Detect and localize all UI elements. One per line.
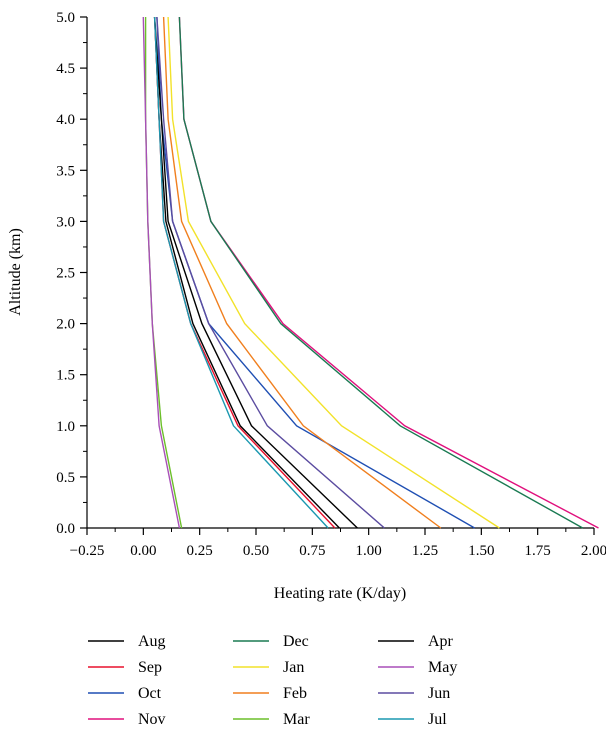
legend-label-oct: Oct (138, 685, 162, 702)
legend-label-jul: Jul (428, 711, 447, 728)
y-axis-ticks: 0.0 0.5 1.0 1.5 2.0 2.5 3.0 3.5 4.0 4.5 5.0 (56, 10, 87, 537)
x-tick-label: 0.00 (130, 543, 156, 559)
x-tick-label: 1.75 (525, 543, 551, 559)
legend-label-apr: Apr (428, 633, 454, 650)
y-tick-label: 5.0 (56, 10, 75, 26)
series-line-jan (167, 16, 500, 529)
legend-label-jun: Jun (428, 685, 450, 702)
legend-label-feb: Feb (283, 685, 307, 702)
legend-label-aug: Aug (138, 633, 166, 650)
y-tick-label: 0.0 (56, 521, 75, 537)
legend-label-may: May (428, 659, 457, 676)
x-tick-label: 0.25 (187, 543, 213, 559)
series-line-dec (178, 16, 584, 529)
x-tick-label: 1.50 (468, 543, 494, 559)
series-line-sep (153, 16, 336, 529)
legend: Aug Sep Oct Nov Dec Jan Feb Mar Apr May Jun Jul (88, 633, 457, 728)
series-line-may (142, 16, 181, 529)
y-tick-label: 4.5 (56, 61, 75, 77)
series-line-feb (162, 16, 442, 529)
series-lines (142, 16, 599, 529)
x-axis-label: Heating rate (K/day) (274, 585, 406, 602)
x-tick-label: 0.50 (243, 543, 269, 559)
legend-label-sep: Sep (138, 659, 162, 676)
y-tick-label: 2.5 (56, 266, 75, 282)
series-line-jun (156, 16, 385, 529)
x-tick-label: 2.00 (581, 543, 606, 559)
y-tick-label: 3.0 (56, 214, 75, 230)
legend-label-jan: Jan (283, 659, 304, 676)
y-tick-label: 2.0 (56, 317, 75, 333)
y-tick-label: 3.5 (56, 163, 75, 179)
legend-label-dec: Dec (283, 633, 309, 650)
y-tick-label: 0.5 (56, 470, 75, 486)
x-axis-ticks: −0.25 0.00 0.25 0.50 0.75 1.00 1.25 1.50 1.75 2.0… (70, 528, 606, 559)
x-tick-label: 0.75 (299, 543, 325, 559)
x-tick-label: 1.25 (412, 543, 438, 559)
series-line-apr (153, 16, 358, 529)
series-line-nov (178, 16, 599, 529)
legend-label-nov: Nov (138, 711, 166, 728)
series-line-jul (153, 16, 329, 529)
x-tick-label: 1.00 (356, 543, 382, 559)
y-tick-label: 1.0 (56, 419, 75, 435)
y-axis-label: Altitude (km) (7, 228, 24, 316)
y-tick-label: 4.0 (56, 112, 75, 128)
x-tick-label: −0.25 (70, 543, 105, 559)
legend-label-mar: Mar (283, 711, 310, 728)
y-tick-label: 1.5 (56, 368, 75, 384)
